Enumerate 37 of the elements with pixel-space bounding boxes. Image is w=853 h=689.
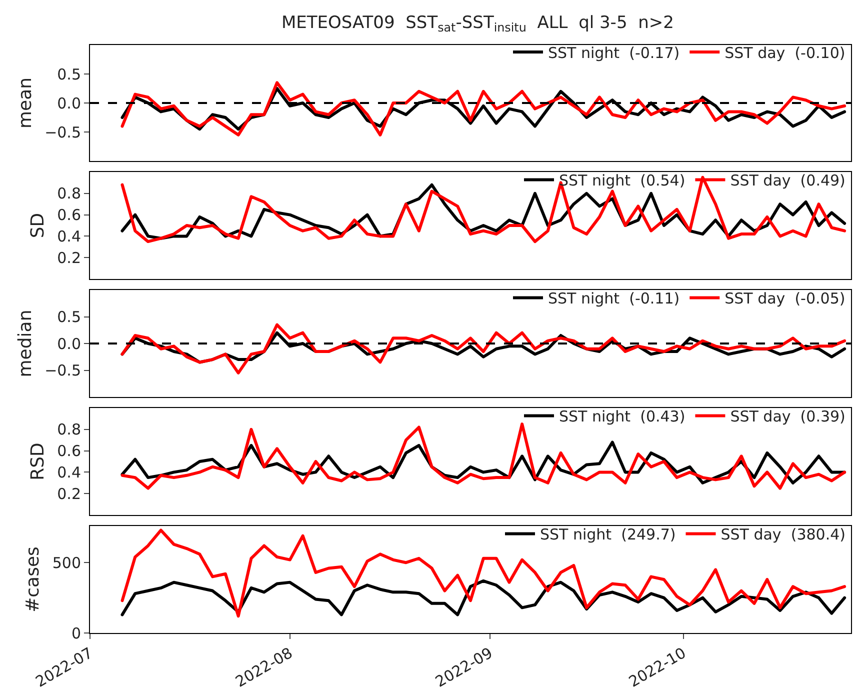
- legend-label: SST day (0.49): [730, 172, 846, 190]
- line-series: [120, 81, 846, 136]
- y-tick-label: 0.2: [57, 484, 81, 503]
- y-axis-title: RSD: [27, 442, 48, 480]
- line-series: [120, 176, 846, 244]
- legend-label: SST night (-0.11): [548, 290, 680, 308]
- y-axis-title: median: [14, 310, 36, 378]
- legend-label: SST day (0.39): [730, 408, 846, 426]
- legend-label: SST night (0.54): [559, 172, 686, 190]
- y-tick-label: 0.2: [57, 248, 81, 267]
- legend-label: SST day (-0.05): [724, 290, 846, 308]
- line-series: [120, 323, 846, 374]
- y-tick-label: 0.8: [57, 420, 81, 439]
- y-tick-label: 0.5: [57, 65, 81, 84]
- line-series: [120, 528, 846, 618]
- y-tick-label: 0.4: [57, 227, 81, 246]
- y-tick-label: 0.0: [57, 94, 81, 112]
- y-tick-label: 0: [71, 624, 81, 642]
- y-tick-label: 0.8: [57, 184, 81, 203]
- y-tick-label: 0.4: [57, 463, 81, 482]
- legend-label: SST night (-0.17): [548, 44, 680, 62]
- legend-label: SST day (-0.10): [724, 44, 846, 62]
- y-tick-label: 0.6: [57, 206, 81, 224]
- y-tick-label: 500: [52, 554, 81, 572]
- y-tick-label: 0.6: [57, 442, 81, 460]
- legend-label: SST day (380.4): [720, 526, 846, 544]
- legend-label: SST night (0.43): [559, 408, 686, 426]
- y-tick-label: −0.5: [44, 123, 81, 142]
- legend-label: SST night (249.7): [540, 526, 676, 544]
- y-axis-title: #cases: [22, 546, 44, 612]
- y-axis-title: mean: [14, 77, 36, 129]
- chart-title: METEOSAT09 SST$_{sat}$-SST$_{insitu}$ ALL ql 3-5 n>2: [281, 12, 674, 35]
- y-tick-label: −0.5: [44, 362, 81, 380]
- line-series: [120, 579, 846, 616]
- y-tick-label: 0.5: [57, 308, 81, 326]
- y-axis-title: SD: [27, 212, 48, 238]
- y-tick-label: 0.0: [57, 334, 81, 353]
